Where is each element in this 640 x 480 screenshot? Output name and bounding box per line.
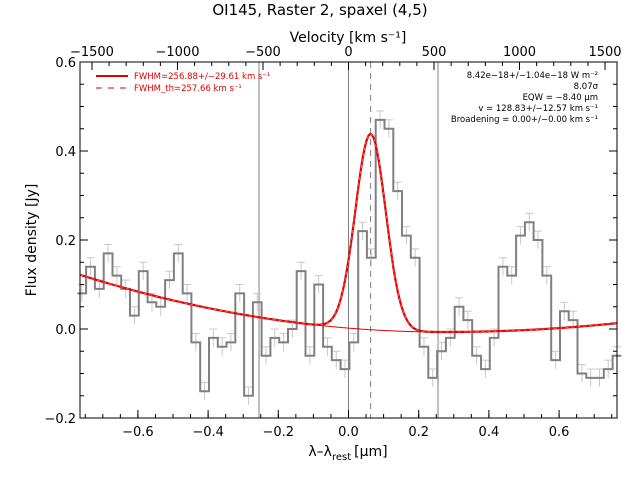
annotations: 8.42e−18+/−1.04e−18 W m⁻² 8.07σ EQW = −8… (451, 71, 599, 125)
top-tick-label-6: 1500 (588, 45, 621, 60)
legend-label-fit: FWHM=256.88+/−29.61 km s⁻¹ (134, 72, 270, 82)
spectrum-series (77, 118, 622, 397)
top-tick-label-5: 1000 (503, 45, 536, 60)
x-axis-label-unit: [μm] (354, 444, 387, 460)
y-tick-label-0: −0.2 (44, 412, 76, 427)
x-tick-label-4: 0.2 (408, 425, 429, 440)
x-tick-label-3: 0.0 (338, 425, 359, 440)
top-tick-label-3: 0 (344, 45, 352, 60)
legend: FWHM=256.88+/−29.61 km s⁻¹ FWHM_th=257.6… (96, 72, 270, 94)
fit-series (79, 132, 618, 334)
top-tick-label-2: −500 (245, 45, 281, 60)
x-tick-label-0: −0.6 (122, 425, 154, 440)
y-tick-label-4: 0.6 (55, 56, 76, 71)
bottom-axis-ticks: −0.6 −0.4 −0.2 0.0 0.2 0.4 0.6 (84, 410, 613, 440)
spectrum-step-line (77, 118, 622, 397)
top-axis-label: Velocity [km s⁻¹] (290, 30, 407, 46)
left-axis-ticks: −0.2 0.0 0.2 0.4 0.6 (44, 56, 617, 427)
annotation-flux: 8.42e−18+/−1.04e−18 W m⁻² (467, 71, 598, 81)
y-tick-label-3: 0.4 (55, 145, 76, 160)
top-axis-ticks: −1500 −1000 −500 0 500 1000 1500 (70, 45, 622, 70)
annotation-sigma: 8.07σ (574, 82, 599, 92)
fit-fwhm-th (79, 133, 618, 333)
x-axis-label: λ–λrest [μm] (308, 444, 387, 463)
annotation-eqw: EQW = −8.40 μm (523, 93, 598, 103)
annotation-broadening: Broadening = 0.00+/−0.00 km s⁻¹ (451, 115, 598, 125)
x-tick-label-5: 0.4 (479, 425, 500, 440)
x-axis-label-main: λ–λ (308, 444, 332, 460)
top-tick-label-4: 500 (422, 45, 447, 60)
x-axis-label-sub: rest (332, 452, 351, 463)
x-tick-label-1: −0.4 (192, 425, 224, 440)
x-tick-label-2: −0.2 (263, 425, 295, 440)
annotation-velocity: v = 128.83+/−12.57 km s⁻¹ (478, 104, 598, 114)
x-tick-label-6: 0.6 (549, 425, 570, 440)
chart-title: OI145, Raster 2, spaxel (4,5) (212, 1, 427, 19)
y-tick-label-2: 0.2 (55, 234, 76, 249)
y-axis-label: Flux density [Jy] (24, 184, 40, 297)
y-tick-label-1: 0.0 (55, 323, 76, 338)
top-tick-label-0: −1500 (70, 45, 114, 60)
legend-label-fwhm-th: FWHM_th=257.66 km s⁻¹ (134, 84, 242, 94)
top-tick-label-1: −1000 (155, 45, 199, 60)
